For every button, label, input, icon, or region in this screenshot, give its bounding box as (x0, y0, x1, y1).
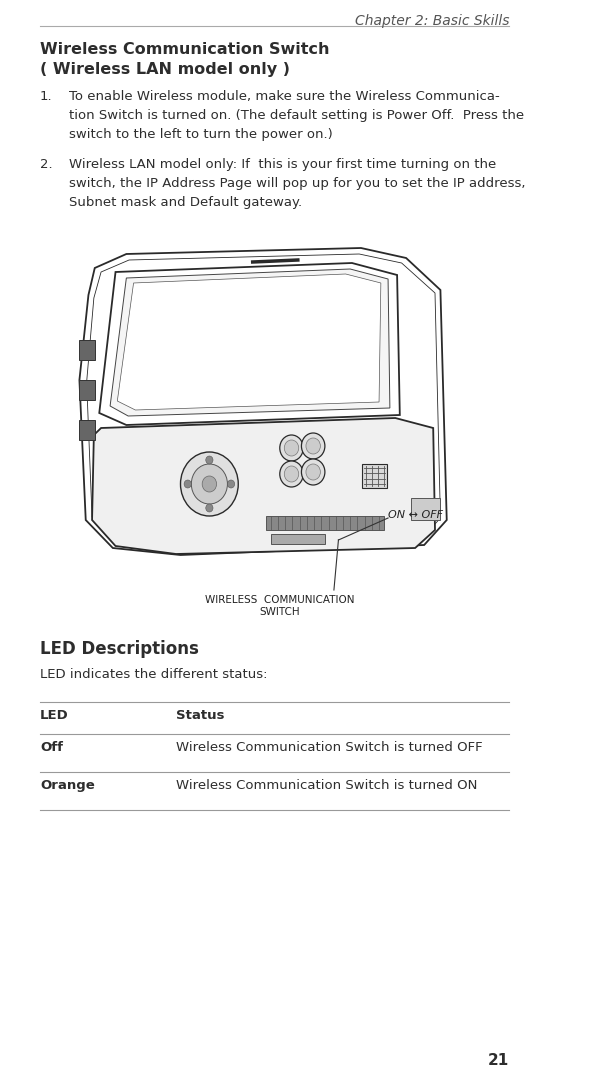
Circle shape (206, 504, 213, 512)
Circle shape (280, 435, 303, 461)
Text: switch to the left to turn the power on.): switch to the left to turn the power on.… (69, 128, 333, 141)
Text: Orange: Orange (40, 779, 95, 792)
Text: Chapter 2: Basic Skills: Chapter 2: Basic Skills (355, 14, 509, 28)
Circle shape (280, 461, 303, 487)
Text: Status: Status (176, 709, 225, 722)
Bar (79, 420, 95, 440)
Circle shape (301, 459, 325, 485)
Circle shape (206, 456, 213, 464)
Text: tion Switch is turned on. (The default setting is Power Off.  Press the: tion Switch is turned on. (The default s… (69, 109, 524, 122)
Polygon shape (92, 418, 435, 554)
Circle shape (284, 466, 298, 482)
Text: To enable Wireless module, make sure the Wireless Communica-: To enable Wireless module, make sure the… (69, 90, 499, 103)
Circle shape (191, 464, 228, 504)
Circle shape (180, 452, 238, 516)
Circle shape (301, 433, 325, 459)
Text: LED indicates the different status:: LED indicates the different status: (40, 668, 268, 681)
Text: Wireless Communication Switch is turned OFF: Wireless Communication Switch is turned … (176, 741, 483, 754)
Bar (271, 534, 325, 544)
Circle shape (306, 464, 320, 480)
Text: ON ↔ OFF: ON ↔ OFF (388, 510, 443, 520)
Text: switch, the IP Address Page will pop up for you to set the IP address,: switch, the IP Address Page will pop up … (69, 177, 525, 190)
Text: Wireless Communication Switch is turned ON: Wireless Communication Switch is turned … (176, 779, 478, 792)
Circle shape (184, 480, 191, 488)
Bar (79, 380, 95, 400)
Polygon shape (79, 248, 447, 554)
Circle shape (306, 438, 320, 454)
Polygon shape (118, 274, 381, 410)
Polygon shape (110, 269, 390, 416)
Text: Off: Off (40, 741, 63, 754)
Circle shape (284, 440, 298, 456)
Text: Subnet mask and Default gateway.: Subnet mask and Default gateway. (69, 196, 302, 209)
Text: 1.: 1. (40, 90, 53, 103)
Text: Wireless LAN model only: If  this is your first time turning on the: Wireless LAN model only: If this is your… (69, 158, 496, 171)
Bar (266, 516, 384, 530)
Circle shape (202, 477, 216, 492)
Text: LED Descriptions: LED Descriptions (40, 640, 199, 658)
Text: ( Wireless LAN model only ): ( Wireless LAN model only ) (40, 62, 290, 77)
Text: WIRELESS  COMMUNICATION
SWITCH: WIRELESS COMMUNICATION SWITCH (205, 595, 355, 616)
Bar (362, 464, 387, 488)
Text: Wireless Communication Switch: Wireless Communication Switch (40, 42, 330, 57)
Bar (79, 340, 95, 360)
Polygon shape (99, 263, 400, 425)
Text: LED: LED (40, 709, 69, 722)
Circle shape (228, 480, 235, 488)
Bar (411, 498, 440, 520)
Text: 2.: 2. (40, 158, 53, 171)
Text: 21: 21 (488, 1053, 509, 1068)
